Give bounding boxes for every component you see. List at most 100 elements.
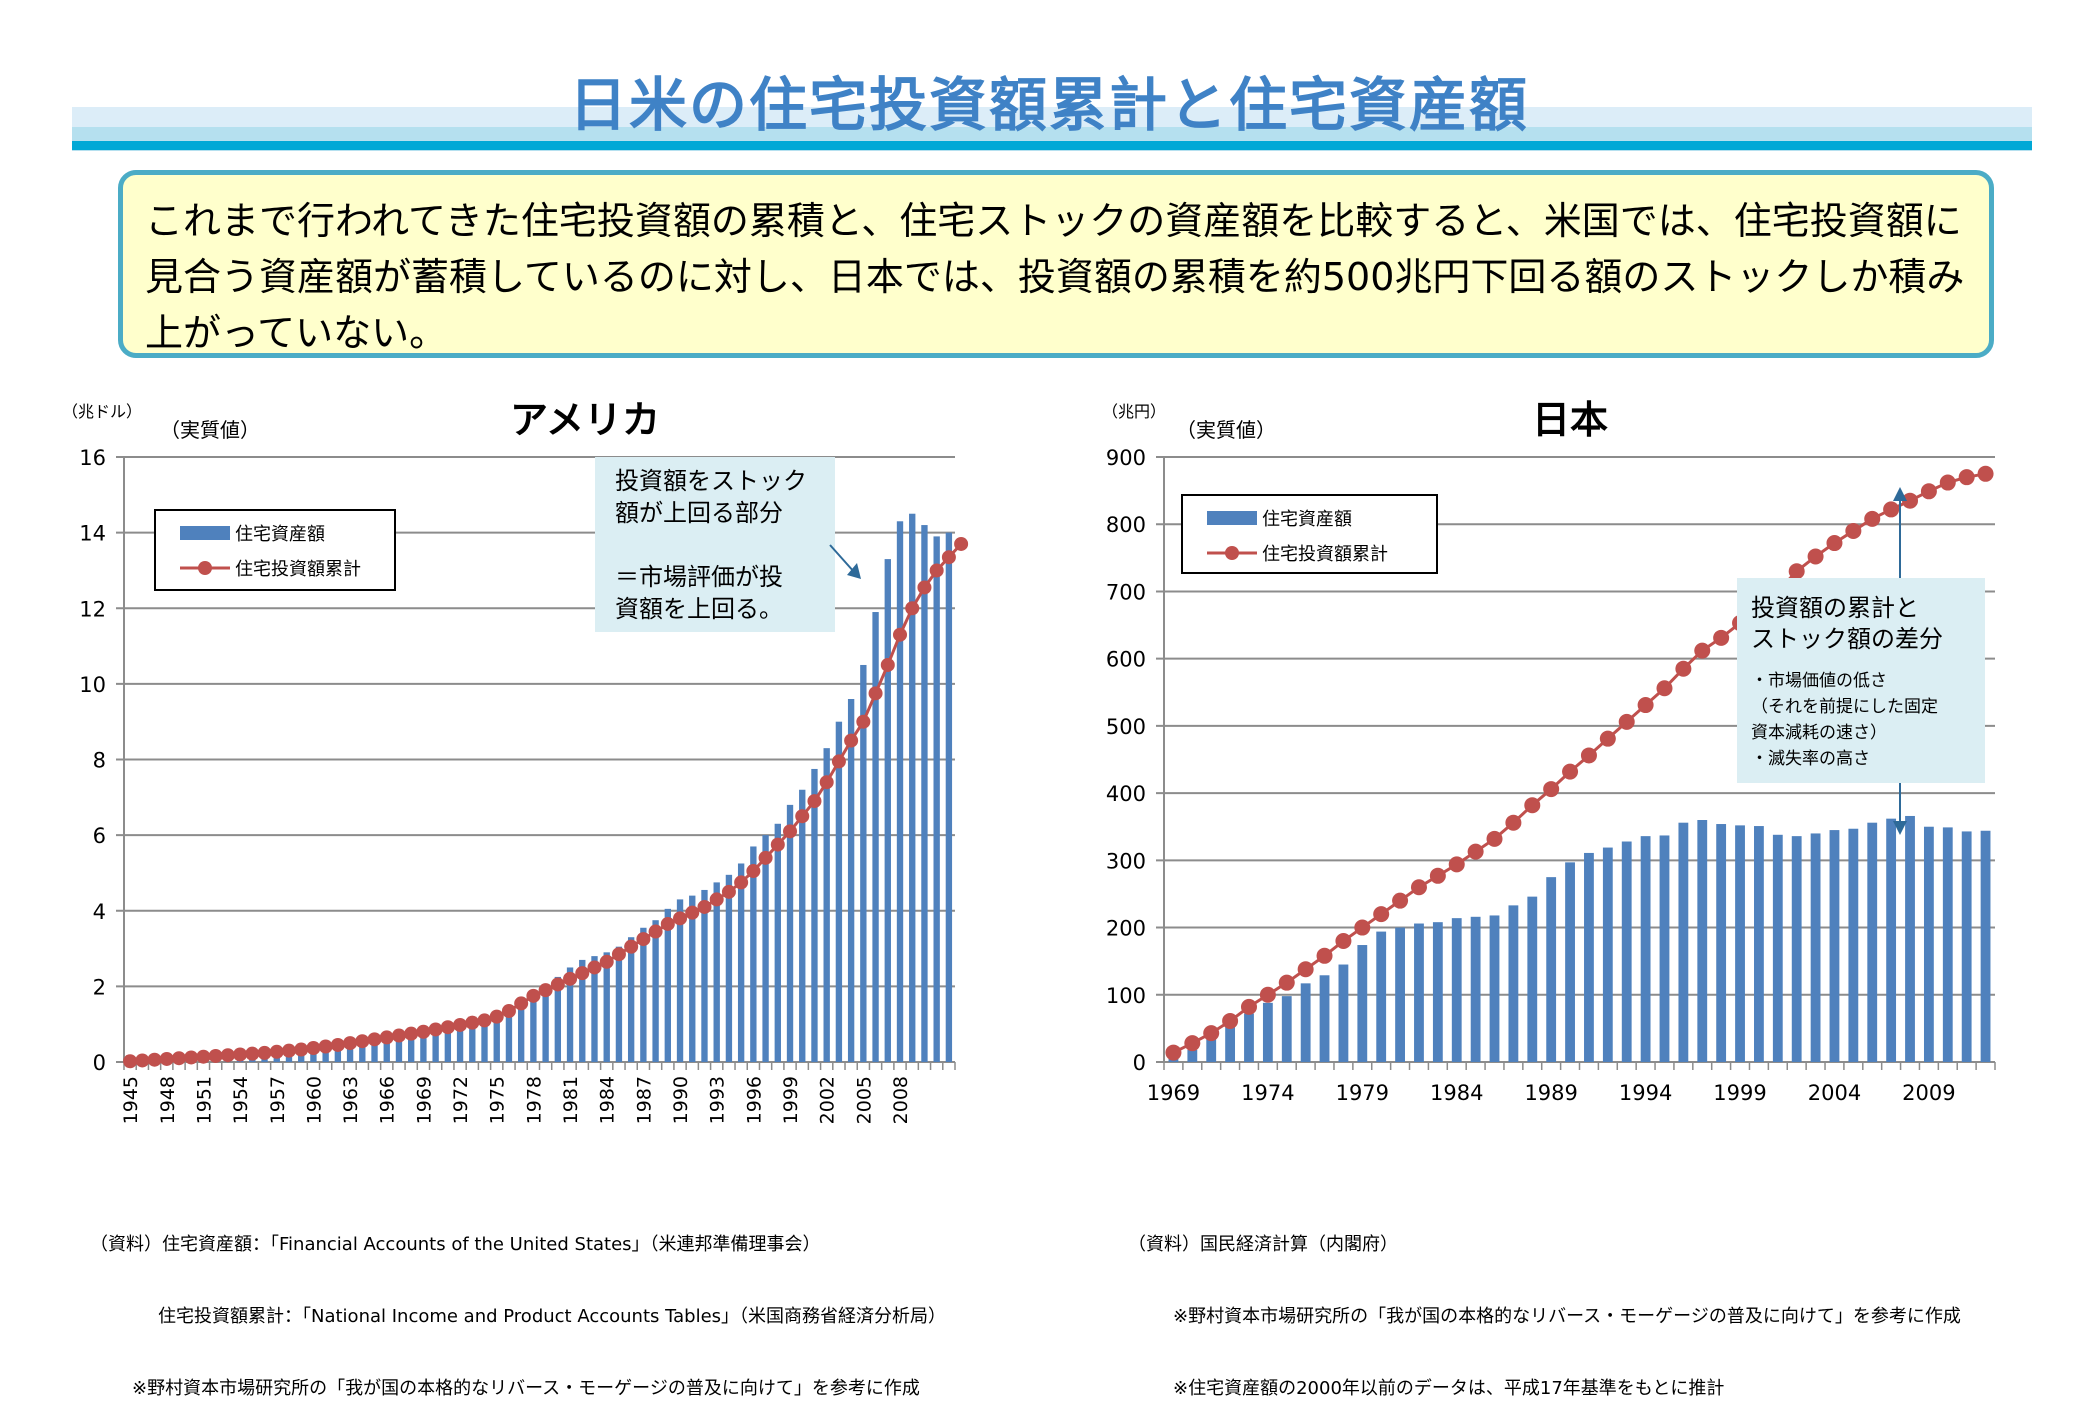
bar-housing-assets	[1867, 822, 1878, 1062]
point-cumulative-investment	[1259, 986, 1276, 1003]
bar-housing-assets	[1716, 824, 1727, 1062]
bar-housing-assets	[1961, 831, 1972, 1062]
bar-housing-assets	[1905, 815, 1915, 1062]
us-source-line: （資料）住宅資産額：「Financial Accounts of the Uni…	[90, 1234, 821, 1255]
point-cumulative-investment	[1373, 906, 1390, 923]
point-cumulative-investment	[929, 563, 944, 578]
point-cumulative-investment	[1845, 522, 1862, 539]
x-tick-label: 1945	[120, 1076, 142, 1124]
japan-chart-svg: 日本 （兆円） （実質値） 0 100 200 300 400 500 600 700 800 900 1…	[1102, 398, 1996, 1105]
title-underline	[72, 141, 2032, 150]
point-cumulative-investment	[416, 1024, 431, 1039]
point-cumulative-investment	[954, 536, 969, 551]
y-tick-label: 14	[79, 522, 106, 546]
x-tick-label: 1969	[1147, 1081, 1200, 1105]
bar-housing-assets	[554, 976, 562, 1062]
point-cumulative-investment	[184, 1050, 199, 1065]
bar-housing-assets	[566, 967, 574, 1062]
point-cumulative-investment	[1713, 629, 1730, 646]
bar-housing-assets	[872, 612, 879, 1062]
point-cumulative-investment	[171, 1051, 186, 1066]
point-cumulative-investment	[709, 892, 724, 907]
point-cumulative-investment	[440, 1020, 455, 1035]
bar-housing-assets	[786, 804, 794, 1062]
annotation-text: 投資額をストック	[615, 467, 807, 495]
point-cumulative-investment	[844, 733, 859, 748]
point-cumulative-investment	[1429, 867, 1446, 884]
point-cumulative-investment	[1939, 474, 1956, 491]
x-tick-label: 1999	[780, 1076, 802, 1124]
x-tick-label: 1954	[230, 1076, 252, 1124]
legend-bar-swatch	[1207, 511, 1257, 525]
bar-housing-assets	[517, 1009, 525, 1062]
legend-label: 住宅投資額累計	[235, 559, 361, 580]
bar-housing-assets	[1980, 830, 1991, 1062]
annotation-text: ＝市場評価が投	[615, 563, 783, 591]
y-tick-label: 0	[93, 1051, 106, 1075]
legend-bar-swatch	[180, 526, 230, 540]
annotation-text: ・市場価値の低さ	[1751, 671, 1887, 691]
page-title: 日米の住宅投資額累計と住宅資産額	[568, 71, 1529, 139]
x-tick-label: 1972	[450, 1076, 472, 1124]
point-cumulative-investment	[1902, 492, 1919, 509]
x-tick-label: 1963	[340, 1076, 362, 1124]
bar-housing-assets	[603, 952, 610, 1062]
x-tick-label: 1969	[413, 1076, 435, 1124]
summary-text: これまで行われてきた住宅投資額の累積と、住宅ストックの資産額を比較すると、米国で…	[145, 199, 1965, 355]
point-cumulative-investment	[868, 686, 883, 701]
bar-housing-assets	[1848, 828, 1859, 1062]
legend-label: 住宅資産額	[1262, 509, 1352, 530]
point-cumulative-investment	[1392, 892, 1409, 909]
x-tick-label: 1960	[303, 1076, 325, 1124]
bar-housing-assets	[799, 789, 806, 1062]
bar-housing-assets	[1376, 931, 1387, 1062]
bar-housing-assets	[1640, 836, 1651, 1062]
point-cumulative-investment	[795, 809, 810, 824]
point-cumulative-investment	[294, 1042, 309, 1057]
point-cumulative-investment	[1637, 697, 1654, 714]
y-tick-label: 100	[1106, 984, 1146, 1008]
bar-housing-assets	[615, 946, 623, 1062]
bar-housing-assets	[847, 699, 855, 1062]
point-cumulative-investment	[1354, 919, 1371, 936]
us-source-line: 住宅投資額累計：「National Income and Product Acc…	[158, 1306, 947, 1327]
point-cumulative-investment	[489, 1009, 504, 1024]
y-tick-label: 400	[1106, 782, 1146, 806]
point-cumulative-investment	[306, 1041, 321, 1056]
x-tick-label: 1951	[193, 1076, 215, 1124]
bar-housing-assets	[1206, 1039, 1217, 1062]
x-tick-label: 1948	[157, 1076, 179, 1124]
y-tick-label: 2	[93, 975, 106, 999]
bar-housing-assets	[860, 664, 867, 1062]
bar-housing-assets	[909, 513, 916, 1062]
unit-label: （兆円）	[1102, 402, 1166, 421]
x-tick-label: 1957	[267, 1076, 289, 1124]
x-tick-label: 1996	[743, 1076, 765, 1124]
x-tick-label: 1989	[1524, 1081, 1577, 1105]
bar-housing-assets	[627, 937, 635, 1062]
point-cumulative-investment	[1562, 763, 1579, 780]
bar-housing-assets	[456, 1029, 464, 1062]
point-cumulative-investment	[123, 1054, 138, 1069]
japan-source-notes: （資料）国民経済計算（内閣府） ※野村資本市場研究所の「我が国の本格的なリバース…	[1128, 1185, 1961, 1425]
point-cumulative-investment	[550, 977, 565, 992]
point-cumulative-investment	[563, 971, 578, 986]
bar-housing-assets	[1791, 836, 1802, 1062]
us-source-line: ※野村資本市場研究所の「我が国の本格的なリバース・モーゲージの普及に向けて」を参…	[132, 1378, 920, 1399]
point-cumulative-investment	[587, 960, 602, 975]
bar-housing-assets	[1451, 918, 1462, 1062]
bar-housing-assets	[701, 889, 708, 1062]
bar-housing-assets	[383, 1040, 390, 1062]
point-cumulative-investment	[1977, 465, 1994, 482]
legend-box	[1181, 494, 1438, 574]
point-cumulative-investment	[538, 983, 553, 998]
point-cumulative-investment	[1410, 879, 1427, 896]
annotation-arrowhead-down	[1893, 821, 1907, 835]
bar-housing-assets	[1829, 830, 1840, 1062]
annotation-callout	[1737, 578, 1985, 783]
y-tick-label: 500	[1106, 715, 1146, 739]
bar-housing-assets	[762, 835, 769, 1062]
point-cumulative-investment	[477, 1013, 492, 1028]
bar-housing-assets	[444, 1031, 452, 1062]
chart-title: アメリカ	[510, 398, 660, 442]
